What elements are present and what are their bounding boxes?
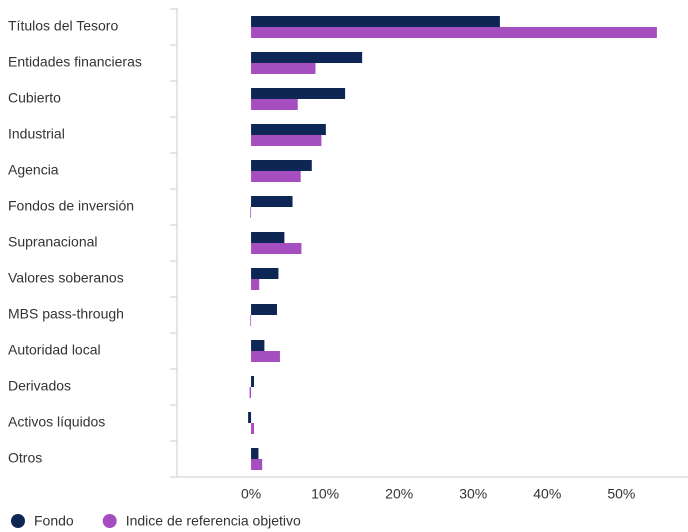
y-tick-label: Entidades financieras xyxy=(8,54,142,70)
bar xyxy=(251,268,279,279)
x-tick-label: 40% xyxy=(533,486,561,502)
y-tick-label: Agencia xyxy=(8,162,59,178)
legend-marker xyxy=(11,514,25,528)
bar xyxy=(248,412,252,423)
y-tick-label: Valores soberanos xyxy=(8,270,124,286)
bar xyxy=(251,448,259,459)
x-tick-label: 30% xyxy=(459,486,487,502)
bar xyxy=(250,207,252,218)
bar xyxy=(251,340,265,351)
bar xyxy=(251,376,255,387)
bar xyxy=(251,52,363,63)
bar xyxy=(251,16,500,27)
bar xyxy=(251,423,255,434)
y-tick-label: MBS pass-through xyxy=(8,306,124,322)
y-tick-label: Derivados xyxy=(8,378,71,394)
bar xyxy=(251,135,322,146)
y-tick-label: Supranacional xyxy=(8,234,98,250)
legend-label: Indice de referencia objetivo xyxy=(126,513,301,529)
bar xyxy=(251,160,312,171)
bar xyxy=(251,351,280,362)
bar xyxy=(251,171,301,182)
y-tick-label: Títulos del Tesoro xyxy=(8,18,118,34)
y-tick-label: Otros xyxy=(8,450,42,466)
x-tick-label: 20% xyxy=(385,486,413,502)
bar xyxy=(251,196,293,207)
y-tick-label: Autoridad local xyxy=(8,342,101,358)
bar xyxy=(251,124,326,135)
bar xyxy=(251,63,316,74)
x-tick-label: 10% xyxy=(311,486,339,502)
bar xyxy=(251,243,302,254)
bar xyxy=(251,27,657,38)
legend-marker xyxy=(102,514,117,528)
bar xyxy=(251,99,298,110)
y-tick-label: Activos líquidos xyxy=(8,414,105,430)
y-tick-label: Cubierto xyxy=(8,90,61,106)
y-tick-label: Industrial xyxy=(8,126,65,142)
bar xyxy=(251,279,260,290)
bar xyxy=(249,387,252,398)
bar xyxy=(251,232,285,243)
legend-label: Fondo xyxy=(34,513,74,529)
y-tick-label: Fondos de inversión xyxy=(8,198,134,214)
x-tick-label: 0% xyxy=(241,486,261,502)
x-tick-label: 50% xyxy=(607,486,635,502)
bar xyxy=(250,315,252,326)
bar xyxy=(251,88,346,99)
bar xyxy=(251,459,263,470)
bar xyxy=(251,304,277,315)
